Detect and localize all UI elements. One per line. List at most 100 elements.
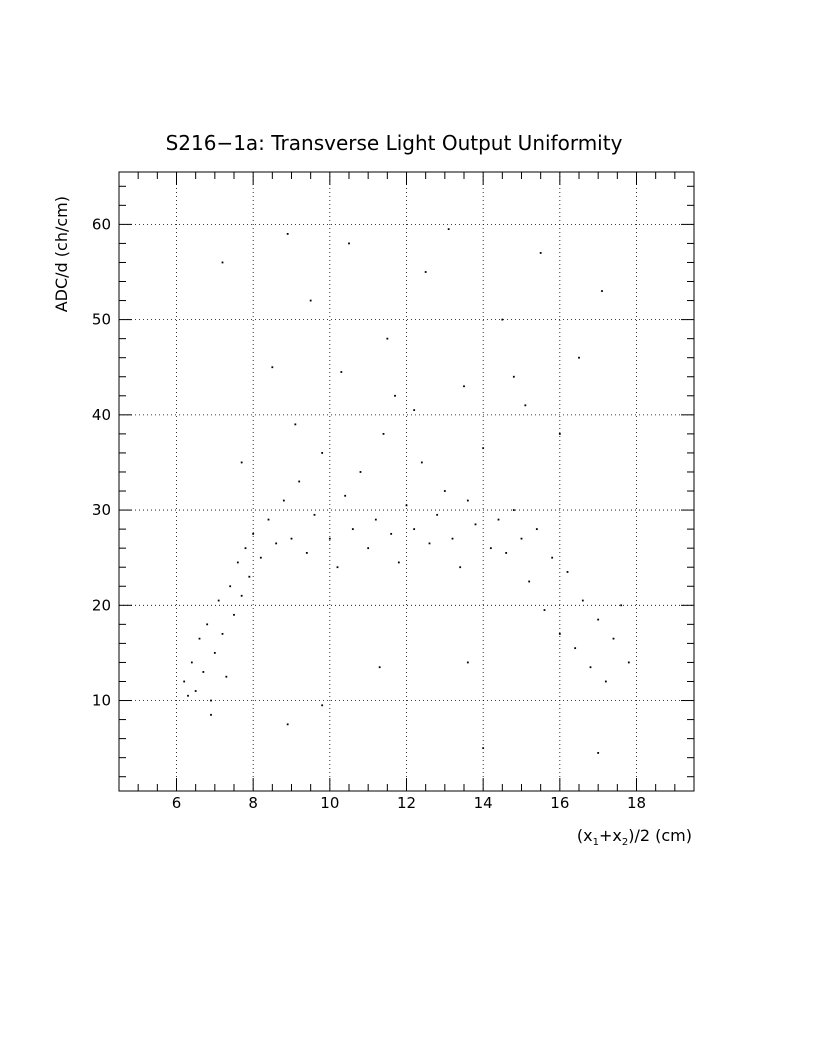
data-point-0-6: [206, 623, 209, 626]
data-point-0-25: [305, 552, 308, 554]
x-axis-label-plus: +x: [599, 826, 622, 845]
data-point-0-27: [321, 452, 324, 454]
data-point-0-21: [275, 542, 278, 545]
x-axis-label-close: )/2 (cm): [628, 826, 692, 845]
x-tick-label-14: 14: [474, 794, 493, 812]
data-point-0-88: [286, 723, 289, 726]
data-point-0-42: [436, 513, 439, 516]
data-point-0-40: [420, 461, 423, 464]
data-point-0-20: [267, 518, 270, 521]
data-point-0-75: [539, 252, 542, 254]
data-point-0-14: [236, 561, 239, 564]
data-point-0-34: [374, 518, 377, 521]
data-point-0-5: [202, 671, 205, 673]
data-point-0-94: [294, 423, 297, 426]
y-tick-label-40: 40: [92, 406, 111, 424]
data-points: [183, 228, 630, 754]
data-point-0-72: [424, 271, 427, 273]
data-point-0-2: [190, 661, 193, 664]
data-point-0-19: [259, 556, 262, 559]
data-point-0-52: [512, 509, 515, 511]
data-point-0-47: [474, 523, 477, 526]
data-point-0-58: [558, 632, 561, 635]
data-point-0-76: [578, 356, 580, 359]
data-point-0-68: [271, 366, 274, 369]
data-point-0-24: [298, 480, 301, 483]
data-point-0-22: [282, 499, 285, 502]
data-point-0-87: [597, 752, 600, 754]
data-point-0-67: [627, 661, 630, 664]
data-point-0-37: [397, 561, 400, 564]
data-point-0-90: [466, 661, 469, 664]
data-point-0-55: [535, 528, 538, 531]
data-point-0-79: [601, 290, 603, 292]
y-axis-label: ADC/d (ch/cm): [52, 196, 71, 312]
data-point-0-51: [505, 552, 508, 554]
data-point-0-17: [248, 575, 251, 578]
y-tick-label-20: 20: [92, 596, 111, 614]
data-point-0-33: [367, 547, 370, 550]
data-point-0-93: [240, 461, 243, 464]
data-point-0-13: [233, 613, 235, 616]
data-point-0-73: [463, 385, 465, 388]
data-point-0-63: [597, 618, 600, 621]
data-point-0-15: [240, 594, 243, 597]
data-point-0-3: [194, 690, 197, 692]
x-tick-labels: 6 8 10 12 14 16 18: [172, 794, 646, 812]
y-tick-label-50: 50: [92, 311, 111, 329]
chart-title: S216−1a: Transverse Light Output Uniform…: [166, 131, 623, 155]
data-point-0-8: [213, 652, 216, 654]
data-point-0-69: [309, 299, 312, 302]
data-point-0-31: [351, 528, 354, 531]
data-point-0-77: [286, 233, 289, 235]
data-point-0-62: [589, 666, 592, 669]
y-tick-label-10: 10: [92, 692, 111, 710]
data-point-0-53: [520, 537, 523, 540]
data-point-0-92: [558, 432, 561, 435]
data-point-0-60: [574, 647, 577, 650]
data-point-0-50: [497, 518, 500, 521]
data-point-0-30: [344, 494, 347, 497]
x-axis-label: (x1+x2)/2 (cm): [577, 826, 692, 848]
data-point-0-44: [451, 537, 454, 540]
data-point-0-80: [221, 261, 224, 264]
data-point-0-56: [543, 609, 546, 611]
x-axis-label-sub1: 1: [593, 837, 599, 848]
x-axis-label-sub2: 2: [622, 837, 628, 848]
data-point-0-66: [620, 604, 623, 607]
x-tick-label-12: 12: [397, 794, 416, 812]
data-point-0-18: [252, 532, 255, 535]
data-point-0-81: [394, 394, 396, 397]
x-tick-label-18: 18: [627, 794, 646, 812]
y-tick-label-30: 30: [92, 501, 111, 519]
data-point-0-23: [290, 537, 293, 540]
data-point-0-11: [225, 675, 228, 678]
x-tick-label-6: 6: [172, 794, 182, 812]
data-point-0-57: [551, 556, 554, 559]
axis-ticks: [118, 172, 695, 791]
data-point-0-29: [336, 566, 339, 569]
data-point-0-78: [447, 228, 450, 231]
data-point-0-54: [528, 580, 531, 583]
data-point-0-61: [581, 599, 584, 602]
data-point-0-89: [378, 666, 381, 669]
data-point-0-35: [382, 432, 385, 435]
data-point-0-71: [386, 337, 389, 340]
data-point-0-95: [512, 375, 515, 378]
data-point-0-86: [482, 747, 485, 750]
x-axis-label-open: (x: [577, 826, 593, 845]
data-point-0-26: [313, 513, 316, 516]
data-point-0-0: [183, 680, 186, 683]
grid: [119, 172, 694, 791]
data-point-0-85: [321, 704, 324, 707]
x-tick-label-10: 10: [320, 794, 339, 812]
data-point-0-48: [482, 447, 485, 450]
data-point-0-91: [413, 409, 416, 411]
x-tick-label-8: 8: [248, 794, 258, 812]
data-point-0-16: [244, 547, 247, 550]
data-point-0-65: [612, 637, 615, 640]
data-point-0-38: [405, 504, 408, 507]
data-point-0-64: [604, 680, 607, 683]
data-point-0-74: [501, 318, 504, 321]
